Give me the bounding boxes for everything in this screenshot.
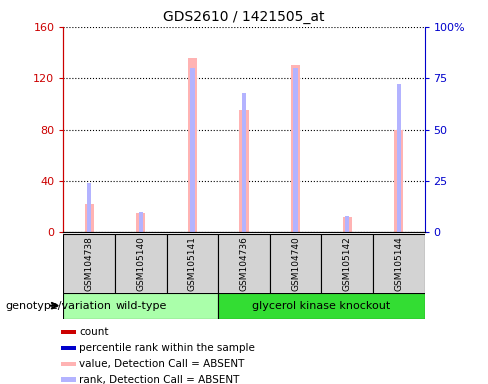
Text: genotype/variation: genotype/variation — [5, 301, 111, 311]
Text: GSM105142: GSM105142 — [343, 236, 352, 291]
Text: GSM105141: GSM105141 — [188, 236, 197, 291]
Text: value, Detection Call = ABSENT: value, Detection Call = ABSENT — [79, 359, 244, 369]
FancyBboxPatch shape — [166, 234, 218, 294]
Text: GSM104740: GSM104740 — [291, 236, 300, 291]
FancyBboxPatch shape — [218, 293, 425, 319]
Bar — [61, 361, 76, 366]
Bar — [242, 93, 246, 232]
Text: count: count — [79, 327, 109, 337]
FancyBboxPatch shape — [115, 234, 166, 294]
Bar — [136, 213, 145, 232]
Bar — [61, 346, 76, 350]
Bar — [139, 212, 143, 232]
Text: GSM105144: GSM105144 — [394, 236, 403, 291]
FancyBboxPatch shape — [373, 234, 425, 294]
Bar — [188, 58, 197, 232]
Bar — [239, 110, 249, 232]
Bar — [397, 84, 401, 232]
Bar — [61, 330, 76, 334]
Text: GSM104736: GSM104736 — [240, 236, 248, 291]
Bar — [61, 377, 76, 382]
Bar — [291, 65, 300, 232]
FancyBboxPatch shape — [63, 234, 115, 294]
Text: percentile rank within the sample: percentile rank within the sample — [79, 343, 255, 353]
Text: glycerol kinase knockout: glycerol kinase knockout — [252, 301, 390, 311]
Bar — [345, 216, 349, 232]
Text: wild-type: wild-type — [115, 301, 166, 311]
Text: rank, Detection Call = ABSENT: rank, Detection Call = ABSENT — [79, 374, 240, 384]
Text: GSM104738: GSM104738 — [85, 236, 94, 291]
Title: GDS2610 / 1421505_at: GDS2610 / 1421505_at — [163, 10, 325, 25]
Text: GSM105140: GSM105140 — [136, 236, 145, 291]
FancyBboxPatch shape — [63, 293, 218, 319]
Bar — [87, 183, 91, 232]
Bar — [293, 68, 298, 232]
FancyBboxPatch shape — [270, 234, 322, 294]
Bar — [394, 130, 404, 232]
Bar — [343, 217, 352, 232]
Bar — [84, 204, 94, 232]
FancyBboxPatch shape — [322, 234, 373, 294]
Bar — [190, 68, 195, 232]
FancyBboxPatch shape — [218, 234, 270, 294]
